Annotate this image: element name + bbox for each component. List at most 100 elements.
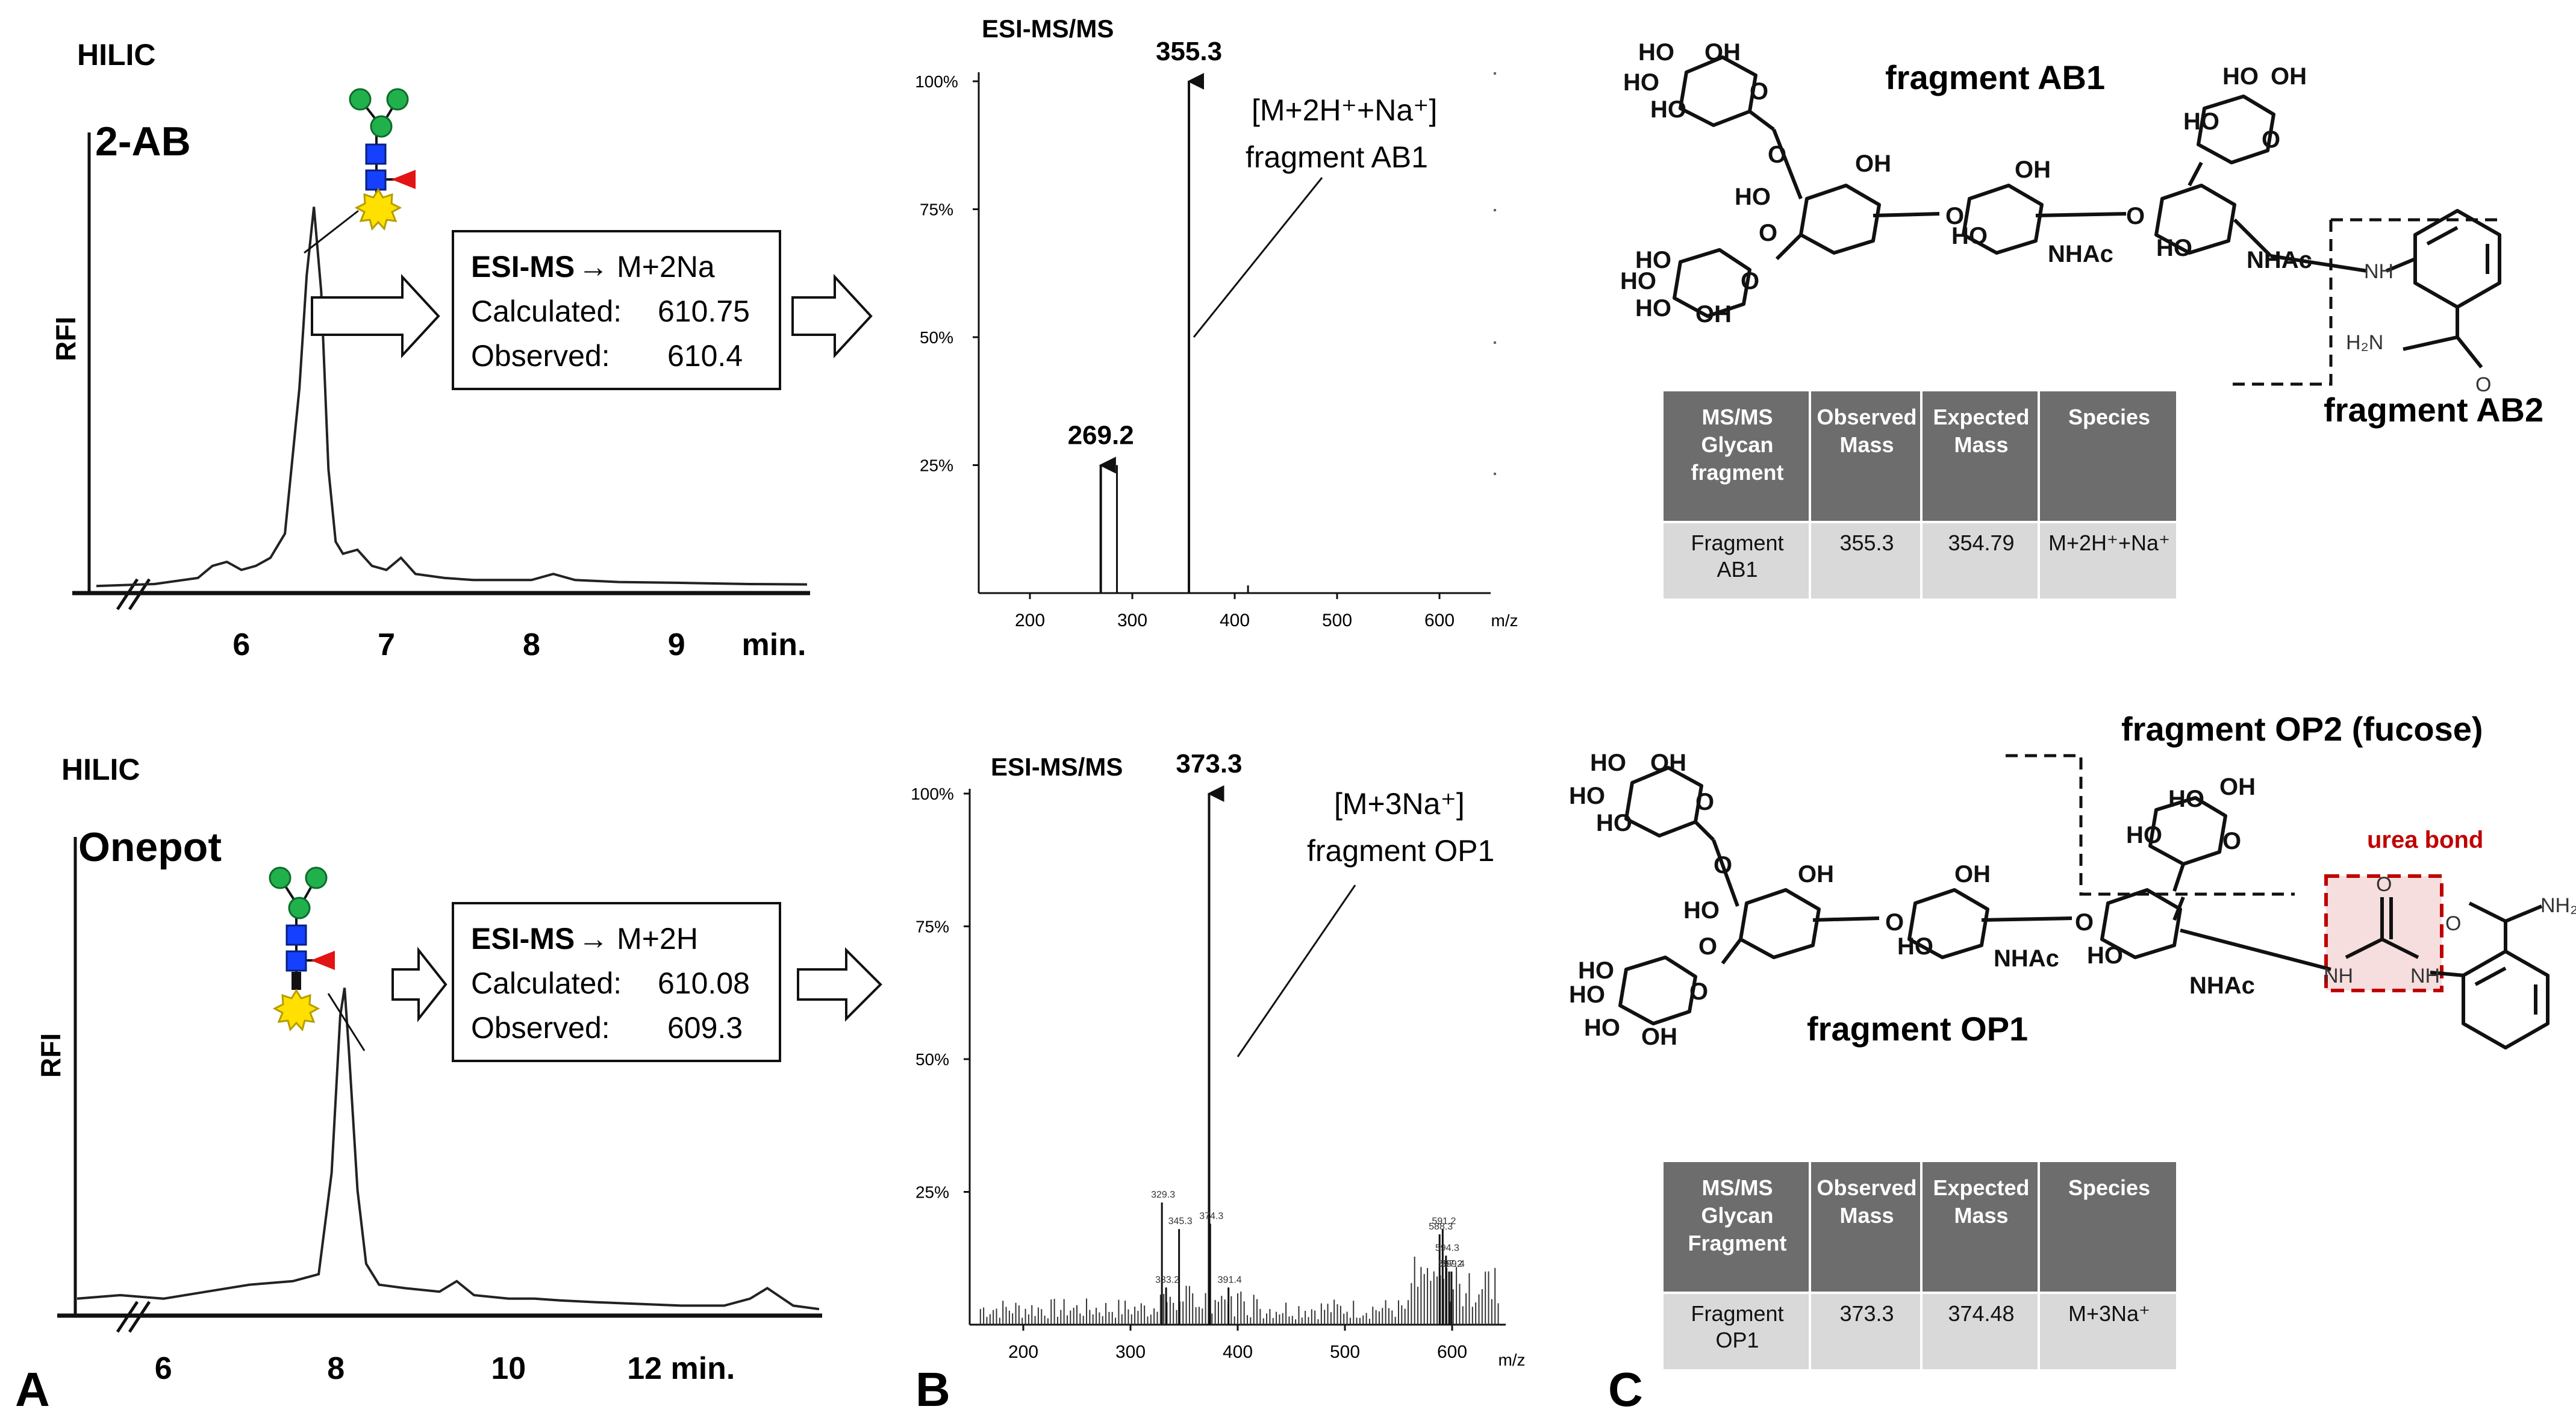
table-header-text: Expected bbox=[1933, 405, 2029, 429]
fluorescent-tag-sun-icon bbox=[272, 989, 320, 1032]
y-tick-label: 50% bbox=[915, 1050, 949, 1069]
esi-ms-ion-bottom: M+2H bbox=[617, 922, 698, 956]
table-header-text: Observed bbox=[1817, 1175, 1916, 1200]
galactose-icon bbox=[386, 88, 409, 111]
svg-text:O: O bbox=[1945, 203, 1964, 229]
ylabel-rfi-top: RFI bbox=[50, 317, 81, 361]
svg-text:HO: HO bbox=[2126, 822, 2162, 848]
annotation-leader-bottom bbox=[1237, 885, 1356, 1057]
peak-label: 269.2 bbox=[1068, 421, 1134, 450]
svg-text:OH: OH bbox=[1641, 1024, 1677, 1050]
table-cell bbox=[1664, 1294, 1809, 1369]
minor-peak-label: 329.3 bbox=[1151, 1190, 1175, 1200]
galactose-icon bbox=[349, 88, 372, 111]
svg-text:O: O bbox=[1768, 141, 1786, 168]
x-tick-label: 10 bbox=[491, 1351, 526, 1386]
ms-x-ticks-top: 200 300 400 500 600 bbox=[1015, 593, 1455, 630]
table-cell-text: AB1 bbox=[1717, 557, 1757, 582]
table-header-text: MS/MS bbox=[1701, 1175, 1773, 1200]
fragment-op2-label: fragment OP2 (fucose) bbox=[2121, 710, 2483, 748]
observed-label-bottom: Observed: bbox=[471, 1011, 610, 1045]
table-header-text: Glycan bbox=[1701, 432, 1773, 457]
x-tick-label: 6 bbox=[232, 627, 250, 662]
y-tick-label: 50% bbox=[920, 328, 953, 347]
table-cell bbox=[2040, 523, 2176, 599]
ms-y-ticks-top: 25% 50% 75% 100% bbox=[915, 72, 979, 475]
observed-value-bottom: 609.3 bbox=[667, 1011, 743, 1045]
svg-text:HO: HO bbox=[1569, 981, 1605, 1008]
svg-text:O: O bbox=[1885, 909, 1904, 936]
glycan-structure-top bbox=[1673, 55, 2501, 368]
svg-text:O: O bbox=[1695, 789, 1714, 815]
svg-text:O: O bbox=[1714, 852, 1732, 878]
fragment-annotation-bottom: fragment OP1 bbox=[1307, 834, 1494, 868]
svg-text:HO: HO bbox=[1578, 957, 1614, 984]
table-header-cell bbox=[1664, 391, 1809, 521]
x-tick-label: 300 bbox=[1117, 611, 1147, 630]
svg-text:NH₂: NH₂ bbox=[2540, 894, 2576, 917]
label-2ab: 2-AB bbox=[95, 119, 191, 164]
linker-bar-icon bbox=[292, 972, 301, 990]
table-header-text: Species bbox=[2068, 1175, 2150, 1200]
svg-text:HO: HO bbox=[1638, 39, 1674, 66]
table-cell-text: OP1 bbox=[1715, 1328, 1759, 1352]
fluorescent-tag-sun-icon bbox=[354, 188, 402, 231]
svg-text:HO: HO bbox=[1735, 184, 1771, 210]
fragment-cut-line bbox=[2228, 220, 2333, 386]
svg-text:HO: HO bbox=[1569, 783, 1605, 809]
minor-peak-label: 599.4 bbox=[1441, 1259, 1465, 1269]
minor-peak-label: 391.4 bbox=[1218, 1275, 1242, 1285]
table-cell-text: M+3Na⁺ bbox=[2068, 1301, 2150, 1326]
minor-peak-label: 588.3 bbox=[1429, 1222, 1453, 1232]
table-cell bbox=[1923, 1294, 2038, 1369]
ms-y-ticks-bottom: 25% 50% 75% 100% bbox=[911, 785, 970, 1202]
hilic-label-top: HILIC bbox=[77, 38, 156, 72]
calculated-label-top: Calculated: bbox=[471, 294, 622, 328]
fragment-table-bottom: MS/MS Glycan Fragment Observed Mass Expected M… bbox=[1664, 1162, 2176, 1369]
svg-text:OH: OH bbox=[2271, 63, 2307, 90]
table-header-cell bbox=[1811, 1162, 1920, 1292]
label-onepot: Onepot bbox=[78, 824, 222, 870]
urea-bond-label: urea bond bbox=[2367, 827, 2483, 853]
svg-text:O: O bbox=[2475, 373, 2491, 396]
table-header-cell bbox=[2040, 391, 2176, 521]
svg-text:OH: OH bbox=[1798, 861, 1834, 888]
svg-text:O: O bbox=[2222, 828, 2241, 854]
table-header-cell bbox=[1811, 391, 1920, 521]
ms-peaks-top: 269.2 355.3 bbox=[1068, 37, 1249, 593]
table-cell bbox=[1923, 523, 2038, 599]
peak-label: 355.3 bbox=[1156, 37, 1222, 66]
mz-label-top: m/z bbox=[1491, 611, 1518, 630]
table-header-text: Mass bbox=[1839, 1203, 1894, 1228]
panel-b-bottom: ESI-MS/MS 25%50%75%100% 200 300 400 500 600 … bbox=[911, 749, 1525, 1369]
observed-label-top: Observed: bbox=[471, 339, 610, 373]
svg-text:O: O bbox=[2376, 873, 2392, 896]
svg-text:HO: HO bbox=[2168, 786, 2204, 812]
svg-text:O: O bbox=[1741, 268, 1759, 294]
fragment-table-top: MS/MS Glycan fragment Observed Mass Expected M… bbox=[1664, 391, 2176, 599]
minor-peak-label: 594.3 bbox=[1435, 1243, 1459, 1253]
svg-text:OH: OH bbox=[1695, 301, 1732, 328]
svg-text:HO: HO bbox=[1650, 96, 1686, 123]
table-header-text: fragment bbox=[1691, 460, 1783, 485]
table-cell-text: Fragment bbox=[1691, 1301, 1783, 1326]
mannose-icon bbox=[288, 897, 311, 919]
svg-text:HO: HO bbox=[1635, 295, 1671, 322]
table-header-cell bbox=[1664, 1162, 1809, 1292]
msms-title-top: ESI-MS/MS bbox=[982, 14, 1114, 43]
table-header-cell bbox=[2040, 1162, 2176, 1292]
x-tick-labels-bottom: 6 8 10 12 min. bbox=[155, 1351, 735, 1386]
x-tick-label: 200 bbox=[1008, 1342, 1038, 1362]
table-cell-text: 373.3 bbox=[1839, 1301, 1894, 1326]
svg-text:HO: HO bbox=[1620, 268, 1656, 294]
ms-noise-bottom bbox=[979, 1256, 1499, 1325]
y-tick-label: 25% bbox=[915, 1183, 949, 1202]
table-header-text: Expected bbox=[1933, 1175, 2029, 1200]
panel-label-a: A bbox=[15, 1363, 50, 1416]
svg-text:OH: OH bbox=[2219, 774, 2256, 800]
svg-text:ESI-MS→ M+2Na: ESI-MS → M+2Na bbox=[471, 250, 715, 284]
ms-x-ticks-bottom: 200 300 400 500 600 bbox=[1008, 1325, 1467, 1362]
x-tick-label: 9 bbox=[668, 627, 685, 662]
y-tick-label: 100% bbox=[911, 785, 954, 803]
